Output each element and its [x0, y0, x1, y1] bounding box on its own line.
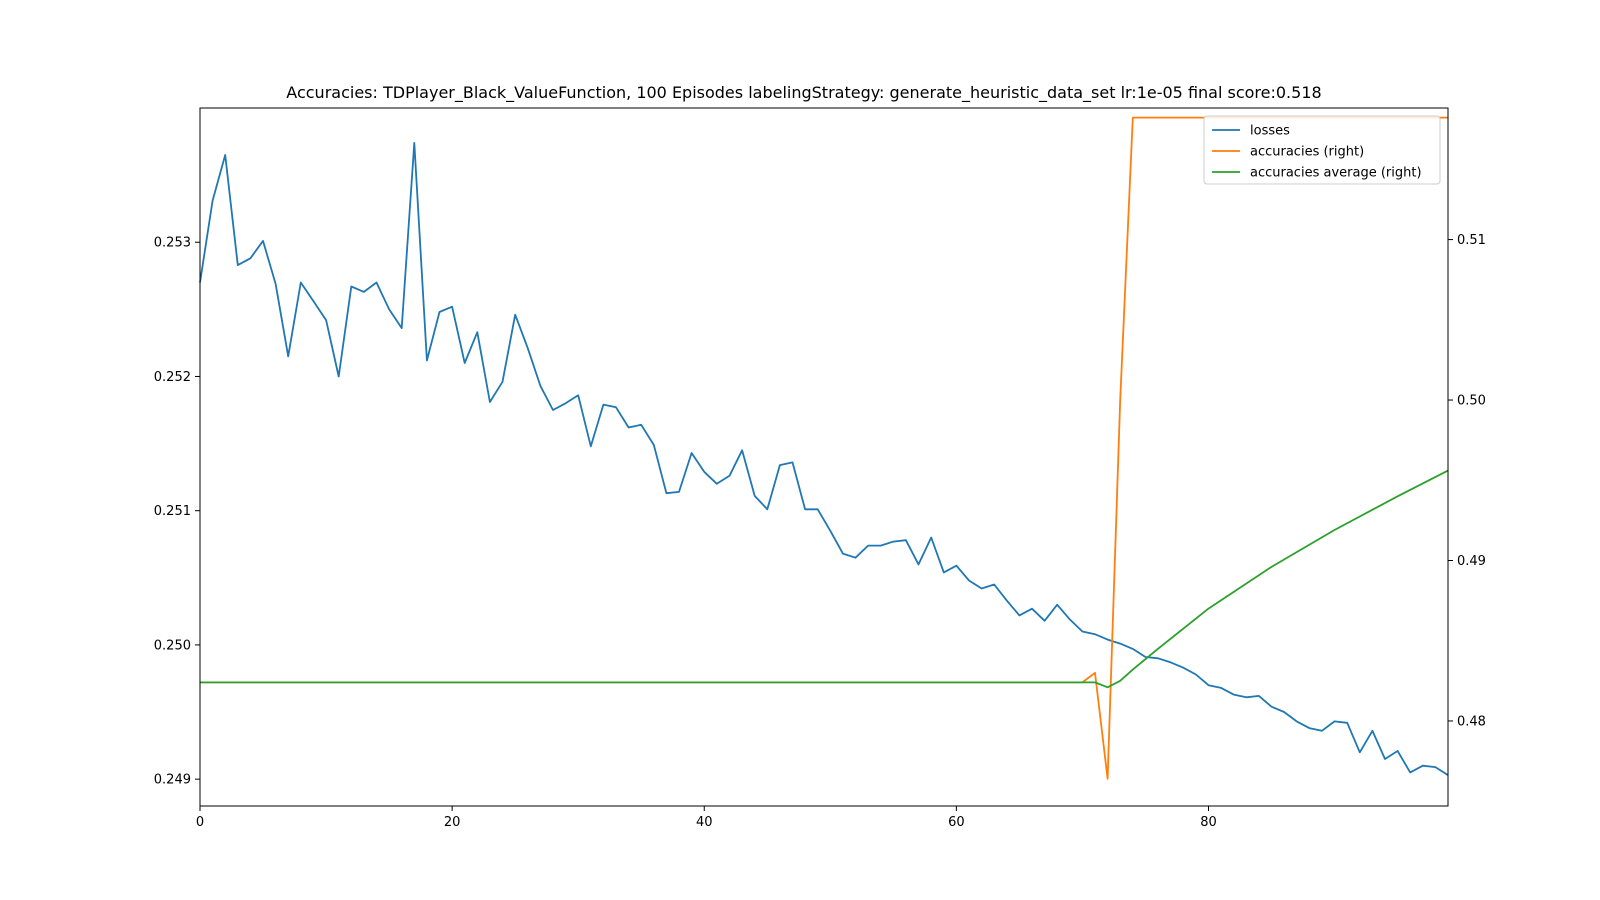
y-left-tick-label: 0.250: [154, 638, 191, 653]
x-tick-label: 80: [1200, 815, 1217, 830]
x-tick-label: 20: [444, 815, 461, 830]
y-right-tick-label: 0.50: [1457, 394, 1486, 409]
x-tick-label: 40: [696, 815, 713, 830]
y-left-tick-label: 0.251: [154, 504, 191, 519]
legend-label: losses: [1250, 124, 1290, 139]
series-layer: [199, 116, 1449, 780]
plot-frame: [199, 107, 1449, 807]
legend-box: [1203, 115, 1441, 185]
x-axis: 0 20 40 60 80: [196, 806, 1217, 830]
y-axis-left: 0.249 0.250 0.251 0.252 0.253: [154, 236, 200, 788]
y-axis-right: 0.48 0.49 0.50 0.51: [1448, 233, 1486, 729]
x-tick-label: 60: [948, 815, 965, 830]
legend-label: accuracies (right): [1250, 145, 1364, 160]
chart-title: Accuracies: TDPlayer_Black_ValueFunction…: [286, 83, 1321, 103]
y-left-tick-label: 0.249: [154, 773, 191, 788]
legend: losses accuracies (right) accuracies avera…: [1203, 115, 1441, 185]
y-left-tick-label: 0.252: [154, 370, 191, 385]
series-line-accuracies-right: [200, 116, 1448, 780]
legend-label: accuracies average (right): [1250, 166, 1422, 181]
y-right-tick-label: 0.49: [1457, 554, 1486, 569]
x-tick-label: 0: [196, 815, 204, 830]
y-left-tick-label: 0.253: [154, 236, 191, 251]
series-line-losses: [199, 141, 1449, 776]
y-right-tick-label: 0.51: [1457, 233, 1486, 248]
y-right-tick-label: 0.48: [1457, 714, 1486, 729]
series-line-accuracies-average-right: [200, 469, 1449, 689]
